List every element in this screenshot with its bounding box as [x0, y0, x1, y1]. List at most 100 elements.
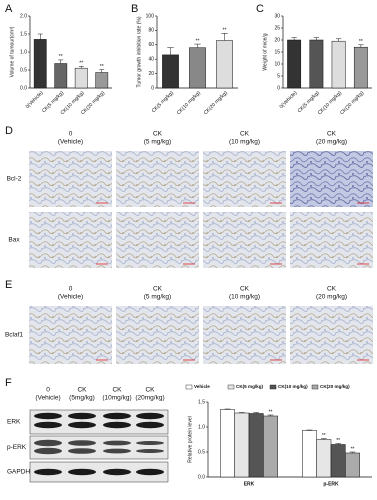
lane-header: CK: [77, 387, 87, 394]
legend-swatch: [311, 384, 319, 390]
y-tick-label: 0.5: [20, 67, 27, 73]
y-axis-label: Relative protein level: [187, 416, 193, 462]
column-header: CK: [153, 286, 163, 293]
legend-label: CK(20 mg/kg): [320, 384, 350, 389]
significance-label: **: [100, 64, 104, 70]
bar: [287, 39, 302, 89]
bar: [54, 63, 68, 89]
blot-band: [136, 421, 164, 429]
bar: [234, 412, 250, 478]
blot-band: [68, 412, 96, 420]
y-tick-label: 100: [146, 13, 155, 19]
significance-label: **: [59, 54, 63, 60]
histology-image: [29, 306, 112, 364]
bar: [309, 39, 324, 89]
y-tick-label: 0.0: [198, 474, 205, 480]
lane-header: CK: [112, 387, 122, 394]
panel-label: A: [5, 3, 13, 15]
column-header: (Vehicle): [58, 294, 83, 301]
column-header: (Vehicle): [58, 139, 83, 146]
blot-band: [103, 421, 131, 429]
histology-image: [116, 212, 199, 268]
blot-band: [103, 448, 131, 454]
histology-image: [290, 151, 373, 207]
column-header: CK: [153, 131, 163, 138]
lane-header: (5mg/kg): [69, 395, 95, 402]
y-tick-label: 10: [274, 61, 280, 67]
blot-band: [34, 468, 62, 476]
histology-image: [203, 212, 286, 268]
significance-label: **: [322, 433, 326, 439]
column-header: (10 mg/kg): [229, 294, 260, 301]
histology-image: [116, 151, 199, 207]
blot-band: [136, 440, 164, 446]
y-tick-label: 15: [274, 49, 280, 55]
row-label: p-ERK: [7, 444, 27, 451]
row-label: Bcl-2: [7, 176, 22, 183]
bar: [220, 409, 235, 478]
legend-swatch: [227, 384, 235, 390]
lane-header: CK: [145, 387, 155, 394]
blot-band: [136, 412, 164, 420]
row-label: Bclaf1: [5, 332, 23, 339]
bar: [95, 72, 109, 89]
column-header: (5 mg/kg): [144, 294, 171, 301]
bar: [353, 46, 368, 89]
significance-label: **: [269, 409, 273, 415]
histology-image: [290, 306, 373, 364]
lane-header: (10mg/kg): [102, 395, 131, 402]
blot-band: [68, 468, 96, 476]
x-tick-label: CK(20 mg/kg): [203, 90, 229, 116]
histology-image: [116, 306, 199, 364]
bar: [248, 413, 264, 478]
bar: [189, 47, 206, 89]
y-tick-label: 20: [148, 71, 154, 77]
histology-image: [203, 151, 286, 207]
column-header: (5 mg/kg): [144, 139, 171, 146]
row-label: GAPDH: [7, 469, 30, 476]
blot-band: [34, 447, 62, 455]
legend-label: CK(10 mg/kg): [278, 384, 308, 389]
legend-swatch: [269, 384, 277, 390]
column-header: CK: [240, 286, 250, 293]
panel-label: E: [5, 279, 12, 291]
significance-label: **: [336, 438, 340, 444]
y-tick-label: 1.0: [198, 424, 205, 430]
y-tick-label: 80: [148, 28, 154, 34]
histology-image: [29, 151, 112, 207]
y-tick-label: 40: [148, 57, 154, 63]
column-header: (20 mg/kg): [316, 139, 347, 146]
histology-image: [203, 306, 286, 364]
lane-header: 0: [46, 387, 50, 394]
significance-label: **: [79, 61, 83, 67]
histology-image: [290, 212, 373, 268]
blot-band: [34, 439, 62, 447]
y-tick-label: 20: [274, 37, 280, 43]
blot-band: [68, 448, 96, 454]
bar: [302, 430, 317, 478]
blot-band: [103, 412, 131, 420]
blot-strip: [29, 461, 169, 483]
panel-label: F: [5, 377, 12, 389]
column-header: (20 mg/kg): [316, 294, 347, 301]
bar: [330, 444, 346, 478]
row-label: Bax: [8, 237, 20, 244]
x-tick-label: ERK: [244, 481, 255, 487]
blot-band: [103, 468, 131, 476]
y-tick-label: 60: [148, 42, 154, 48]
bar: [345, 452, 360, 478]
bar: [263, 415, 278, 478]
y-tick-label: 0.0: [20, 85, 27, 91]
y-tick-label: 2.0: [20, 13, 27, 19]
blot-band: [136, 448, 164, 454]
blot-band: [34, 421, 62, 429]
y-axis-label: Tumor growth inhibition rate (%): [136, 16, 142, 87]
x-tick-label: 0(Vehicle): [25, 90, 45, 110]
lane-header: (Vehicle): [35, 395, 60, 402]
y-tick-label: 0: [151, 85, 154, 91]
lane-header: (20mg/kg): [135, 395, 164, 402]
y-tick-label: 30: [274, 13, 280, 19]
column-header: (10 mg/kg): [229, 139, 260, 146]
column-header: 0: [69, 286, 73, 293]
